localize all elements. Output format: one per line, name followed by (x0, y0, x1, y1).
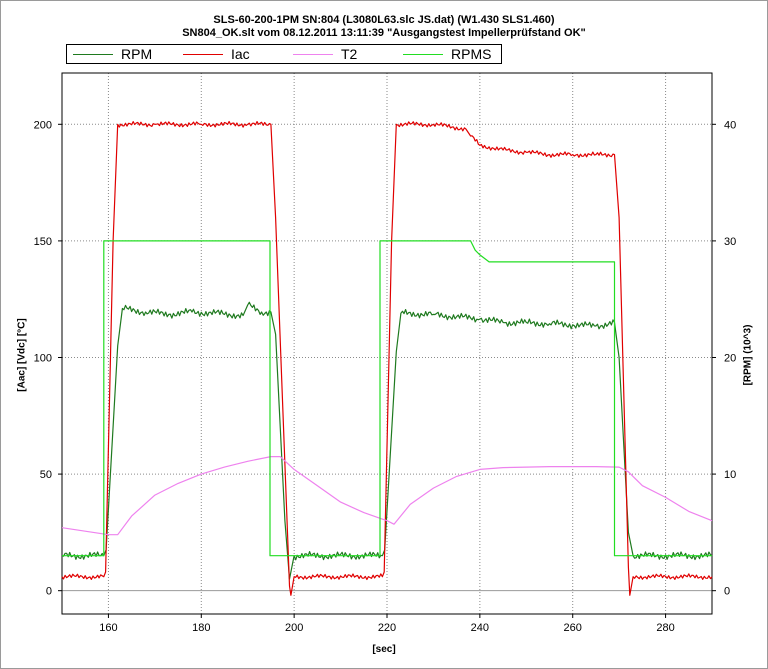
y-right-tick-label: 30 (724, 236, 736, 248)
x-tick-label: 260 (564, 622, 582, 634)
legend-item-rpm: RPM (69, 45, 179, 63)
chart-title: SLS-60-200-1PM SN:804 (L3080L63.slc JS.d… (213, 14, 555, 26)
legend-item-t2: T2 (289, 45, 399, 63)
x-tick-label: 160 (99, 622, 117, 634)
y-axis-label-right: [RPM] (10^3) (742, 324, 754, 386)
y-left-tick-label: 0 (46, 586, 52, 598)
series-line-rpms (62, 240, 712, 557)
legend-label-t2: T2 (341, 46, 358, 62)
x-axis-label: [sec] (372, 644, 396, 655)
y-left-tick-label: 100 (34, 352, 52, 364)
y-left-tick-label: 150 (34, 236, 52, 248)
y-axis-label-left: [Aac] [Vdc] [°C] (16, 318, 28, 392)
legend-label-iac: Iac (231, 46, 250, 62)
legend-label-rpm: RPM (121, 46, 153, 62)
y-right-tick-label: 10 (724, 469, 736, 481)
legend-swatch-rpms (403, 54, 443, 55)
y-right-tick-label: 0 (724, 586, 730, 598)
legend-swatch-rpm (73, 54, 113, 55)
legend-swatch-t2 (293, 54, 333, 55)
y-left-tick-label: 200 (34, 119, 52, 131)
x-tick-label: 240 (471, 622, 489, 634)
legend-item-rpms: RPMS (399, 45, 499, 63)
x-tick-label: 200 (285, 622, 303, 634)
chart-subtitle: SN804_OK.slt vom 08.12.2011 13:11:39 "Au… (182, 27, 586, 39)
y-right-tick-label: 40 (724, 119, 736, 131)
x-tick-label: 280 (656, 622, 674, 634)
x-tick-label: 180 (192, 622, 210, 634)
y-right-tick-label: 20 (724, 352, 736, 364)
legend-label-rpms: RPMS (451, 46, 492, 62)
series-line-iac (61, 120, 713, 596)
legend-item-iac: Iac (179, 45, 289, 63)
chart-legend: RPM Iac T2 RPMS (66, 44, 502, 64)
series-line-rpm (61, 301, 713, 580)
y-left-tick-label: 50 (40, 469, 52, 481)
legend-swatch-iac (183, 54, 223, 55)
series-line-t2 (61, 456, 713, 536)
x-tick-label: 220 (378, 622, 396, 634)
